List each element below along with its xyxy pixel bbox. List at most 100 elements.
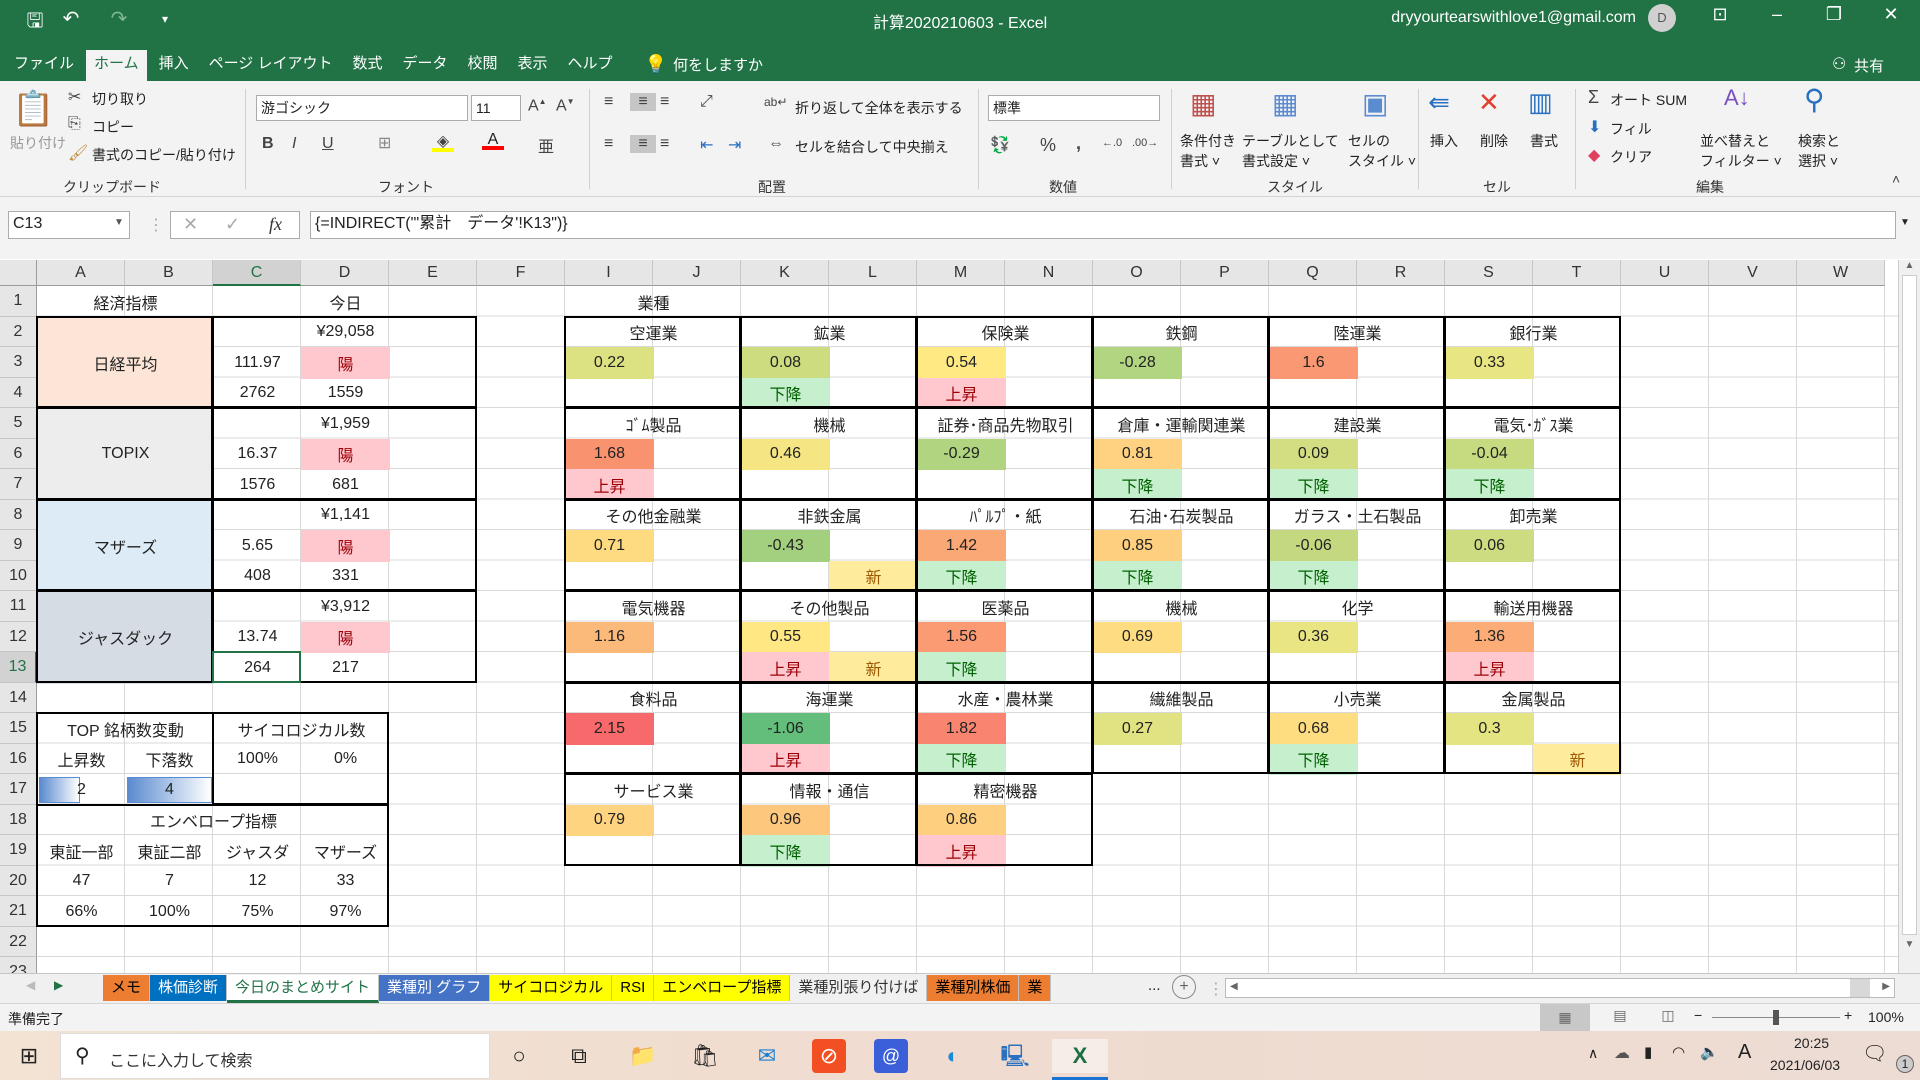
excel-taskbar-icon[interactable]: X <box>1052 1039 1108 1073</box>
file-explorer-icon[interactable]: 📁 <box>629 1043 657 1068</box>
industry-value[interactable]: 0.68 <box>1269 713 1358 745</box>
column-header-P[interactable]: P <box>1181 260 1269 286</box>
industry-value[interactable]: 0.85 <box>1093 530 1182 562</box>
industry-name[interactable]: 精密機器 <box>973 783 1038 801</box>
row-header-19[interactable]: 19 <box>0 835 37 866</box>
onedrive-icon[interactable]: ☁ <box>1614 1045 1630 1062</box>
merge-center-button[interactable]: セルを結合して中央揃え <box>795 139 949 155</box>
new-badge[interactable]: 新 <box>1533 743 1622 775</box>
fill-button[interactable]: フィル <box>1610 121 1652 137</box>
italic-button[interactable]: I <box>292 135 297 152</box>
industry-name[interactable]: 陸運業 <box>1333 326 1382 344</box>
industry-value[interactable]: 0.71 <box>565 530 654 562</box>
clear-button[interactable]: クリア <box>1610 149 1652 165</box>
column-header-B[interactable]: B <box>125 260 213 286</box>
ribbon-tab-7[interactable]: 表示 <box>517 55 548 72</box>
index-change[interactable]: 16.37 <box>237 445 278 463</box>
industry-name[interactable]: 小売業 <box>1333 692 1382 710</box>
row-header-8[interactable]: 8 <box>0 499 37 530</box>
conditional-format-button[interactable]: 条件付き 書式 ˅ <box>1180 133 1236 169</box>
cancel-icon[interactable]: ✕ <box>183 214 199 234</box>
font-size-select[interactable]: 11 <box>471 95 521 121</box>
industry-name[interactable]: 保険業 <box>981 326 1030 344</box>
industry-name[interactable]: 鉱業 <box>813 326 846 344</box>
ribbon-tab-4[interactable]: 数式 <box>352 55 383 72</box>
row-header-11[interactable]: 11 <box>0 591 37 622</box>
underline-button[interactable]: U <box>322 135 334 152</box>
row-header-16[interactable]: 16 <box>0 743 37 774</box>
industry-name[interactable]: 空運業 <box>629 326 678 344</box>
tell-me-box[interactable]: 💡 何をしますか <box>645 50 763 78</box>
envelope-count[interactable]: 33 <box>336 872 355 890</box>
industry-name[interactable]: 非鉄金属 <box>797 509 862 527</box>
trend-badge[interactable]: 下降 <box>1269 560 1358 592</box>
trend-badge[interactable]: 下降 <box>741 377 830 409</box>
envelope-title[interactable]: エンベロープ指標 <box>149 814 278 832</box>
increase-font-icon[interactable]: A▲ <box>528 97 547 115</box>
trend-badge[interactable]: 下降 <box>1269 469 1358 501</box>
delete-cells-button[interactable]: 削除 <box>1480 133 1508 149</box>
index-name[interactable]: 日経平均 <box>37 316 214 409</box>
header-indicator[interactable]: 経済指標 <box>93 295 158 313</box>
task-view-icon[interactable]: ⧉ <box>571 1043 587 1068</box>
industry-value[interactable]: -0.29 <box>917 438 1006 470</box>
horizontal-scroll-thumb[interactable] <box>1850 979 1870 997</box>
more-sheets-button[interactable]: ... <box>1148 977 1161 994</box>
industry-name[interactable]: 情報・通信 <box>789 783 870 801</box>
decliners-count[interactable]: 217 <box>332 658 359 676</box>
format-cells-button[interactable]: 書式 <box>1530 133 1558 149</box>
index-change[interactable]: 5.65 <box>241 536 274 554</box>
sheet-tab-5[interactable]: RSI <box>612 975 655 1001</box>
account-email[interactable]: dryyourtearswithlove1@gmail.com <box>1391 9 1636 26</box>
clock-time[interactable]: 20:25 <box>1794 1035 1830 1051</box>
index-change[interactable]: 111.97 <box>234 353 281 371</box>
paste-button[interactable]: 貼り付け <box>10 135 66 151</box>
envelope-percent[interactable]: 66% <box>65 902 98 920</box>
taskbar-search[interactable]: ⚲ ここに入力して検索 <box>60 1033 490 1079</box>
envelope-percent[interactable]: 75% <box>241 902 274 920</box>
tab-scroll-left-icon[interactable]: ◀ <box>26 978 36 992</box>
industry-name[interactable]: 海運業 <box>805 692 854 710</box>
wrap-text-button[interactable]: 折り返して全体を表示する <box>795 100 963 116</box>
candle-badge[interactable]: 陽 <box>301 438 390 470</box>
industry-value[interactable]: 0.69 <box>1093 621 1182 653</box>
trend-badge[interactable]: 下降 <box>1269 743 1358 775</box>
comma-button[interactable]: , <box>1076 133 1082 153</box>
scroll-down-icon[interactable]: ▼ <box>1904 939 1915 950</box>
new-badge[interactable]: 新 <box>829 560 918 592</box>
row-header-17[interactable]: 17 <box>0 774 37 805</box>
row-header-7[interactable]: 7 <box>0 469 37 500</box>
sheet-tab-7[interactable]: 業種別張り付けば <box>790 975 928 1001</box>
share-button[interactable]: 共有 <box>1854 58 1885 75</box>
industry-name[interactable]: その他製品 <box>789 600 870 618</box>
edge-browser-icon[interactable]: ◐ <box>946 1043 960 1068</box>
row-header-4[interactable]: 4 <box>0 377 37 408</box>
industry-value[interactable]: 1.56 <box>917 621 1006 653</box>
windows-start-icon[interactable]: ⊞ <box>19 1043 39 1068</box>
clock-date[interactable]: 2021/06/03 <box>1770 1057 1841 1073</box>
up-count-label[interactable]: 上昇数 <box>57 753 106 771</box>
row-header-3[interactable]: 3 <box>0 347 37 378</box>
industry-name[interactable]: 倉庫・運輸関連業 <box>1117 417 1246 435</box>
down-count-label[interactable]: 下落数 <box>145 753 194 771</box>
cortana-icon[interactable]: ○ <box>512 1043 526 1068</box>
tab-scroll-right-icon[interactable]: ▶ <box>54 978 64 992</box>
page-layout-view-icon[interactable]: ▤ <box>1613 1007 1627 1023</box>
fill-color-icon[interactable]: ◈ <box>432 131 454 152</box>
cell-styles-button[interactable]: セルの スタイル ˅ <box>1348 133 1417 169</box>
insert-cells-button[interactable]: 挿入 <box>1430 133 1458 149</box>
trend-badge[interactable]: 下降 <box>917 743 1006 775</box>
envelope-count[interactable]: 47 <box>72 872 91 890</box>
industry-name[interactable]: 銀行業 <box>1509 326 1558 344</box>
industry-value[interactable]: -0.04 <box>1445 438 1534 470</box>
store-icon[interactable]: 🛍 <box>691 1043 719 1068</box>
decrease-font-icon[interactable]: A▼ <box>556 97 575 115</box>
column-header-O[interactable]: O <box>1093 260 1181 286</box>
customize-toolbar-icon[interactable]: ▾ <box>161 12 169 26</box>
trend-badge[interactable]: 下降 <box>1093 469 1182 501</box>
sheet-tab-4[interactable]: サイコロジカル <box>490 975 613 1001</box>
candle-badge[interactable]: 陽 <box>301 347 390 379</box>
envelope-label[interactable]: ジャスダ <box>225 844 290 862</box>
increase-indent-icon[interactable]: ⇥ <box>728 137 742 154</box>
industry-value[interactable]: 0.08 <box>741 347 830 379</box>
